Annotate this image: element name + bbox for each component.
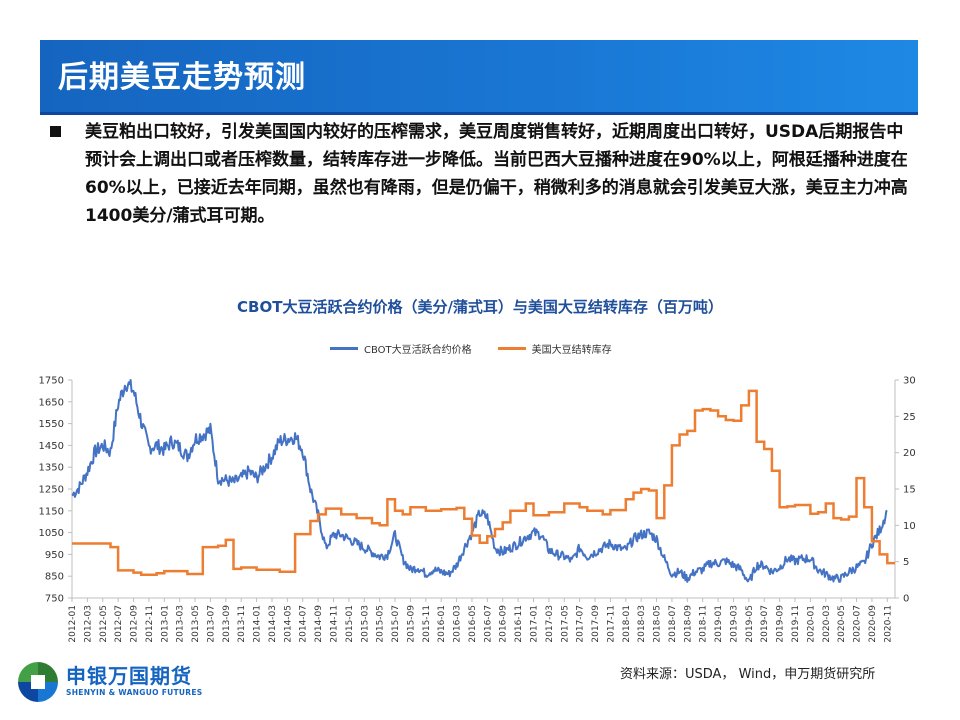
left-tick-label: 1650 [39, 397, 64, 408]
right-tick-label: 5 [903, 557, 909, 568]
chart-legend: CBOT大豆活跃合约价格 美国大豆结转库存 [330, 340, 638, 356]
x-tick-label: 2015-03 [360, 605, 370, 643]
x-tick-label: 2012-03 [83, 605, 93, 643]
x-tick-label: 2020-11 [883, 605, 893, 643]
x-tick-label: 2017-09 [591, 605, 601, 643]
x-tick-label: 2014-03 [268, 605, 278, 643]
x-tick-label: 2013-07 [206, 605, 216, 643]
logo-cn-text: 申银万国期货 [66, 664, 192, 688]
x-tick-label: 2016-05 [468, 605, 478, 643]
x-tick-label: 2014-09 [314, 605, 324, 643]
left-tick-label: 1350 [39, 463, 64, 474]
legend-swatch-stocks [497, 346, 526, 350]
x-tick-label: 2013-09 [222, 605, 232, 643]
x-tick-label: 2016-03 [453, 605, 463, 643]
x-tick-label: 2014-05 [283, 605, 293, 643]
series-line-stocks [72, 389, 895, 576]
legend-label-price: CBOT大豆活跃合约价格 [364, 344, 472, 356]
legend-item-stocks: 美国大豆结转库存 [497, 341, 612, 356]
x-tick-label: 2018-07 [668, 605, 678, 643]
title-bar [40, 40, 918, 112]
logo-mark-icon [18, 662, 58, 702]
x-tick-label: 2017-11 [606, 605, 616, 643]
left-tick-label: 750 [45, 594, 64, 605]
logo-text: 申银万国期货 SHENYIN & WANGUO FUTURES [66, 665, 203, 699]
company-logo: 申银万国期货 SHENYIN & WANGUO FUTURES [18, 662, 203, 702]
x-tick-label: 2019-11 [791, 605, 801, 643]
chart-title: CBOT大豆活跃合约价格（美分/蒲式耳）与美国大豆结转库存（百万吨） [237, 298, 723, 316]
title-bar-stripe [40, 112, 918, 115]
x-tick-label: 2013-11 [237, 605, 247, 643]
left-tick-label: 950 [45, 550, 64, 561]
x-tick-label: 2015-01 [345, 605, 355, 643]
x-tick-label: 2014-07 [299, 605, 309, 643]
right-tick-label: 10 [903, 521, 916, 532]
x-tick-label: 2016-09 [499, 605, 509, 643]
right-tick-label: 0 [903, 594, 909, 605]
left-tick-label: 1550 [39, 419, 64, 430]
x-tick-label: 2015-05 [376, 605, 386, 643]
x-tick-label: 2019-09 [776, 605, 786, 643]
x-tick-label: 2012-11 [145, 605, 155, 643]
x-tick-label: 2020-01 [806, 605, 816, 643]
x-tick-label: 2012-09 [130, 605, 140, 643]
x-tick-label: 2013-05 [191, 605, 201, 643]
x-tick-label: 2020-07 [853, 605, 863, 643]
x-tick-label: 2017-03 [545, 605, 555, 643]
page-title: 后期美豆走势预测 [58, 60, 306, 95]
series-line-price [71, 379, 888, 583]
legend-item-price: CBOT大豆活跃合约价格 [330, 341, 472, 356]
x-tick-label: 2012-05 [99, 605, 109, 643]
right-tick-label: 25 [903, 412, 916, 423]
x-tick-label: 2019-05 [745, 605, 755, 643]
x-tick-label: 2013-03 [176, 605, 186, 643]
left-tick-label: 1750 [39, 376, 64, 387]
x-tick-label: 2017-07 [576, 605, 586, 643]
x-tick-label: 2020-05 [837, 605, 847, 643]
right-tick-label: 15 [903, 485, 916, 496]
x-tick-label: 2019-07 [760, 605, 770, 643]
legend-swatch-price [330, 346, 358, 350]
left-tick-label: 850 [45, 572, 64, 583]
x-tick-label: 2018-09 [683, 605, 693, 643]
x-tick-label: 2019-01 [714, 605, 724, 643]
legend-label-stocks: 美国大豆结转库存 [531, 344, 612, 356]
x-tick-label: 2020-09 [868, 605, 878, 643]
left-tick-label: 1050 [39, 528, 64, 539]
x-tick-label: 2018-01 [622, 605, 632, 643]
left-tick-label: 1150 [39, 506, 64, 517]
x-tick-label: 2017-05 [560, 605, 570, 643]
x-tick-label: 2013-01 [160, 605, 170, 643]
x-tick-label: 2020-03 [822, 605, 832, 643]
x-tick-label: 2018-11 [699, 605, 709, 643]
x-tick-label: 2014-01 [253, 605, 263, 643]
x-tick-label: 2016-11 [514, 605, 524, 643]
x-tick-label: 2017-01 [529, 605, 539, 643]
right-tick-label: 20 [903, 448, 916, 459]
x-tick-label: 2015-11 [422, 605, 432, 643]
right-tick-label: 30 [903, 376, 916, 387]
bullet-square-icon [50, 126, 61, 137]
source-note: 资料来源：USDA， Wind，申万期货研究所 [620, 667, 876, 682]
x-tick-label: 2014-11 [330, 605, 340, 643]
logo-en-text: SHENYIN & WANGUO FUTURES [66, 688, 203, 697]
x-tick-label: 2015-09 [406, 605, 416, 643]
x-tick-label: 2015-07 [391, 605, 401, 643]
x-tick-label: 2018-03 [637, 605, 647, 643]
x-tick-label: 2016-01 [437, 605, 447, 643]
left-tick-label: 1250 [39, 485, 64, 496]
x-tick-label: 2019-03 [729, 605, 739, 643]
x-tick-label: 2012-07 [114, 605, 124, 643]
left-tick-label: 1450 [39, 441, 64, 452]
body-paragraph: 美豆粕出口较好，引发美国国内较好的压榨需求，美豆周度销售转好，近期周度出口转好，… [85, 122, 908, 226]
x-tick-label: 2018-05 [653, 605, 663, 643]
x-tick-label: 2012-01 [68, 605, 78, 643]
x-tick-label: 2016-07 [483, 605, 493, 643]
